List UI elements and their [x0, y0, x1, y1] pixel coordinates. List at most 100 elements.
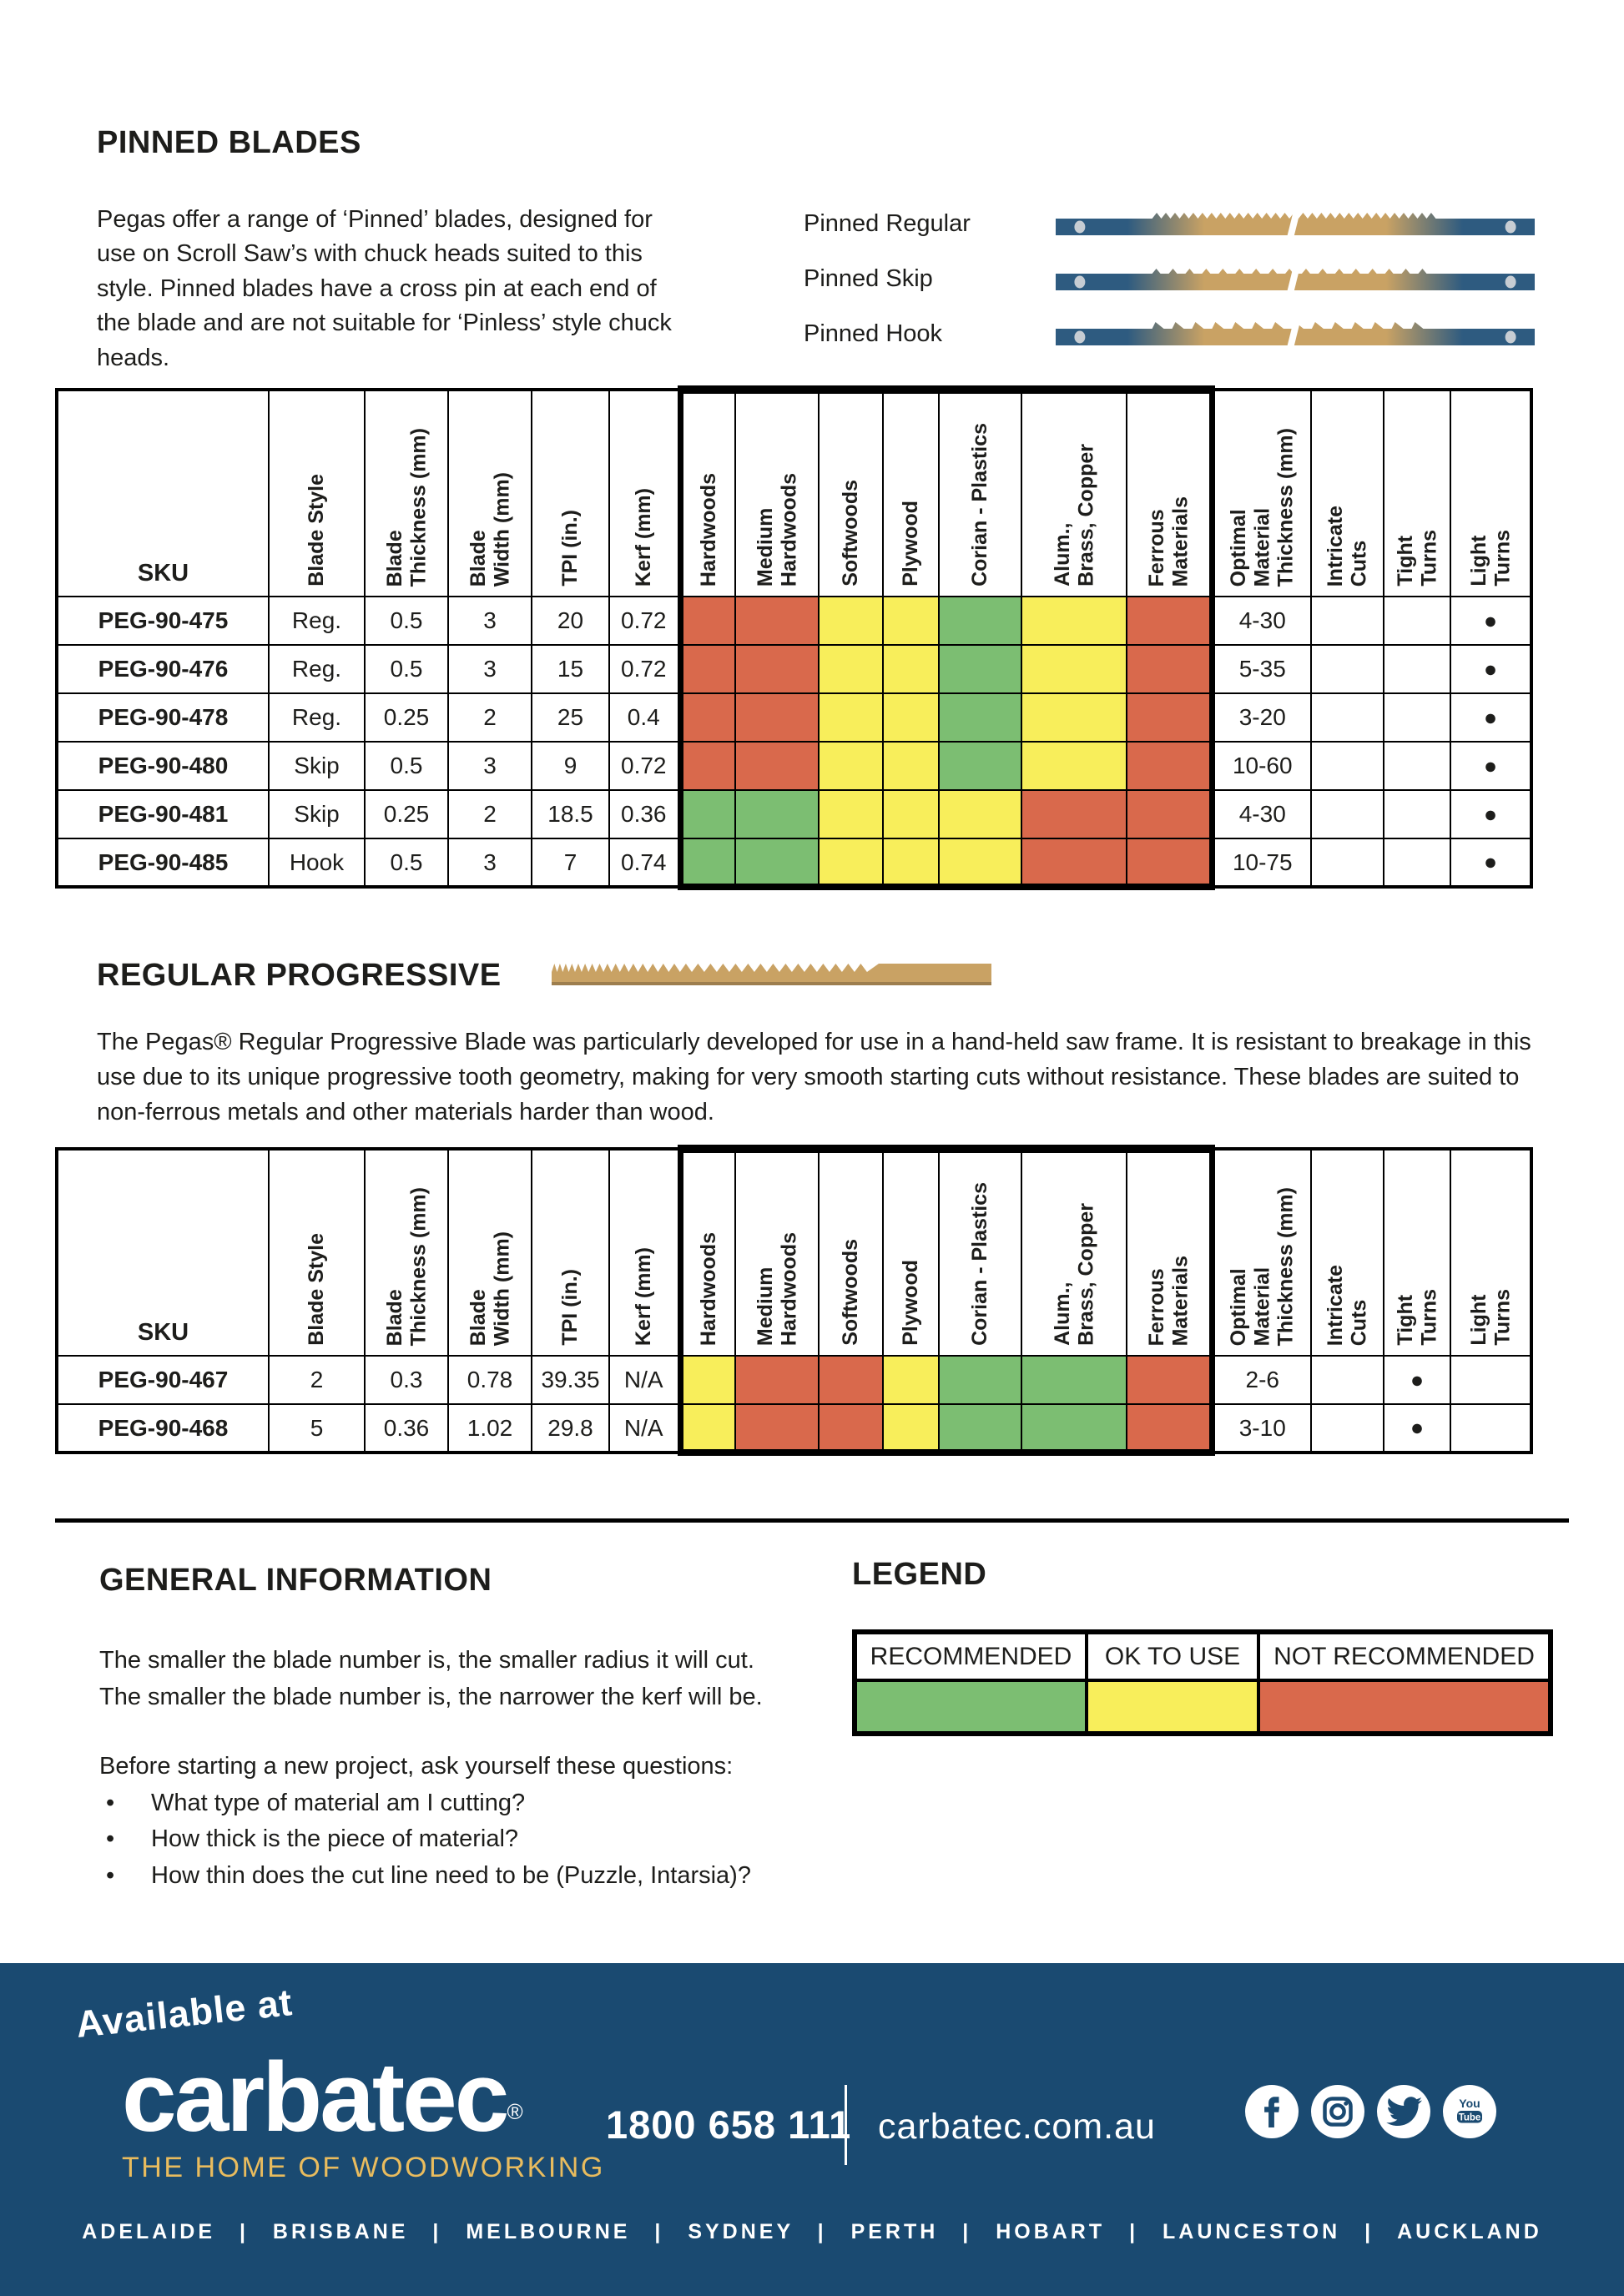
cell-material-rating	[938, 741, 1022, 791]
column-header-hardwoods: Hardwoods	[677, 385, 736, 597]
column-header-label: Ferrous Materials	[1144, 496, 1192, 587]
column-header-ferrous: Ferrous Materials	[1126, 1145, 1215, 1357]
column-header-label: Blade Width (mm)	[466, 1231, 513, 1346]
youtube-icon[interactable]: You Tube	[1443, 2085, 1496, 2138]
column-header-label: Intricate Cuts	[1324, 505, 1371, 587]
column-header-label: Light Turns	[1466, 1289, 1514, 1346]
column-header-label: TPI (in.)	[558, 1269, 583, 1346]
cell-optimal-thickness: 3-10	[1211, 1403, 1312, 1453]
general-info-bullet-3: • How thin does the cut line need to be …	[99, 1858, 850, 1895]
cell-kerf: 0.72	[608, 596, 681, 646]
cell-intricate-cuts	[1310, 644, 1384, 694]
cell-material-rating	[818, 692, 884, 743]
bullet-icon: •	[106, 1861, 115, 1889]
cell-material-rating	[1126, 789, 1215, 839]
cell-material-rating	[938, 596, 1022, 646]
cell-blade-width: 1.02	[447, 1403, 532, 1453]
column-header-plywood: Plywood	[882, 385, 940, 597]
cell-tpi: 39.35	[531, 1355, 610, 1405]
cell-tight-turns: ●	[1383, 1403, 1451, 1453]
cell-light-turns: ●	[1450, 596, 1532, 646]
cell-material-rating	[1126, 741, 1215, 791]
cell-material-rating	[1021, 692, 1127, 743]
column-header-label: Corian - Plastics	[968, 423, 992, 587]
cell-blade-thickness: 0.25	[364, 789, 449, 839]
cell-material-rating	[1021, 596, 1127, 646]
column-header-medium: Medium Hardwoods	[734, 1145, 820, 1357]
cell-blade-thickness: 0.5	[364, 644, 449, 694]
legend-swatch-ok-to-use	[1085, 1679, 1260, 1735]
cell-material-rating	[1126, 838, 1215, 890]
social-icons: You Tube	[1245, 2085, 1496, 2138]
table-row: PEG-90-476 Reg. 0.5 3 15 0.72 5-35 ●	[56, 644, 1532, 694]
cell-blade-thickness: 0.5	[364, 741, 449, 791]
cell-sku: PEG-90-478	[56, 692, 270, 743]
cell-sku: PEG-90-485	[56, 838, 270, 888]
cell-material-rating	[734, 692, 820, 743]
cell-blade-thickness: 0.25	[364, 692, 449, 743]
cell-material-rating	[734, 1355, 820, 1405]
cell-intricate-cuts	[1310, 741, 1384, 791]
twitter-icon[interactable]	[1377, 2085, 1430, 2138]
cell-sku: PEG-90-481	[56, 789, 270, 839]
cell-material-rating	[734, 596, 820, 646]
cell-material-rating	[734, 1403, 820, 1456]
contact-divider	[845, 2085, 847, 2165]
column-header-label: Optimal Material Thickness (mm)	[1227, 427, 1298, 587]
cell-kerf: N/A	[608, 1403, 681, 1453]
table-row: PEG-90-485 Hook 0.5 3 7 0.74 10-75 ●	[56, 838, 1532, 890]
column-header-kerf-mm: Kerf (mm)	[608, 1148, 681, 1357]
column-header-label: Hardwoods	[697, 472, 721, 587]
cell-intricate-cuts	[1310, 789, 1384, 839]
instagram-icon[interactable]	[1311, 2085, 1364, 2138]
cell-tight-turns	[1383, 692, 1451, 743]
cell-tight-turns	[1383, 741, 1451, 791]
cell-light-turns: ●	[1450, 692, 1532, 743]
regular-progressive-description: The Pegas® Regular Progressive Blade was…	[97, 1029, 1531, 1126]
legend-swatch-recommended	[853, 1679, 1088, 1735]
facebook-icon[interactable]	[1245, 2085, 1299, 2138]
cell-material-rating	[1021, 1355, 1127, 1405]
column-header-label: Optimal Material Thickness (mm)	[1227, 1186, 1298, 1346]
cell-sku: PEG-90-480	[56, 741, 270, 791]
cell-sku: PEG-90-467	[56, 1355, 270, 1405]
column-header-label: Blade Style	[305, 1233, 329, 1346]
column-header-blade: Blade Thickness (mm)	[364, 1148, 449, 1357]
column-header-label: Blade Style	[305, 474, 329, 587]
website-link[interactable]: carbatec.com.au	[878, 2107, 1156, 2147]
column-header-corian-plastics: Corian - Plastics	[938, 385, 1022, 597]
column-header-label: Tight Turns	[1393, 530, 1440, 587]
cell-material-rating	[1021, 644, 1127, 694]
general-info-line1: The smaller the blade number is, the sma…	[99, 1647, 754, 1674]
cell-optimal-thickness: 4-30	[1211, 596, 1312, 646]
cell-material-rating	[818, 1355, 884, 1405]
column-header-label: Plywood	[899, 501, 923, 587]
column-header-label: Ferrous Materials	[1144, 1255, 1192, 1346]
cell-blade-style: Reg.	[268, 596, 366, 646]
column-header-label: TPI (in.)	[558, 510, 583, 587]
cell-optimal-thickness: 10-75	[1211, 838, 1312, 888]
cell-blade-width: 3	[447, 644, 532, 694]
cell-blade-width: 3	[447, 838, 532, 888]
cell-intricate-cuts	[1310, 692, 1384, 743]
column-header-label: Kerf (mm)	[632, 487, 656, 587]
progressive-blade-image	[551, 963, 991, 985]
column-header-softwoods: Softwoods	[818, 385, 884, 597]
cell-blade-style: Skip	[268, 789, 366, 839]
cell-tpi: 25	[531, 692, 610, 743]
bullet-icon: •	[106, 1789, 115, 1816]
cell-material-rating	[1021, 789, 1127, 839]
column-header-kerf-mm: Kerf (mm)	[608, 389, 681, 597]
pinned-hook-blade-image	[1055, 320, 1536, 347]
cell-intricate-cuts	[1310, 1403, 1384, 1453]
column-header-blade-style: Blade Style	[268, 389, 366, 597]
cell-material-rating	[677, 838, 736, 890]
cell-kerf: 0.72	[608, 644, 681, 694]
cell-optimal-thickness: 4-30	[1211, 789, 1312, 839]
cell-tpi: 7	[531, 838, 610, 888]
cell-material-rating	[882, 692, 940, 743]
cell-blade-width: 2	[447, 692, 532, 743]
cell-material-rating	[1126, 692, 1215, 743]
cell-blade-style: Hook	[268, 838, 366, 888]
cell-light-turns	[1450, 1355, 1532, 1405]
